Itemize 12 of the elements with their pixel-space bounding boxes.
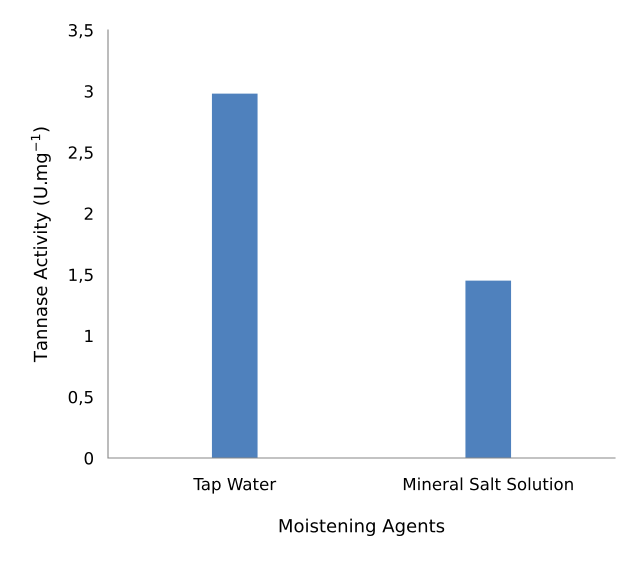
y-tick-label: 3 bbox=[84, 85, 93, 98]
y-tick-label: 3,5 bbox=[68, 24, 93, 38]
y-tick-label: 1 bbox=[85, 330, 93, 342]
x-tick-label: Tap Water bbox=[193, 478, 276, 494]
y-tick-label: 2,5 bbox=[68, 146, 93, 161]
x-tick-label: Mineral Salt Solution bbox=[404, 477, 573, 490]
y-axis-title: Tannase Activity (U.mg$^{−1}$) bbox=[30, 128, 51, 362]
y-tick-label: 1,5 bbox=[69, 268, 93, 283]
x-axis-title: Moistening Agents bbox=[280, 518, 444, 536]
y-tick-label: 0 bbox=[84, 452, 94, 465]
y-tick-label: 2 bbox=[84, 207, 92, 220]
y-tick-label: 0,5 bbox=[68, 390, 93, 406]
